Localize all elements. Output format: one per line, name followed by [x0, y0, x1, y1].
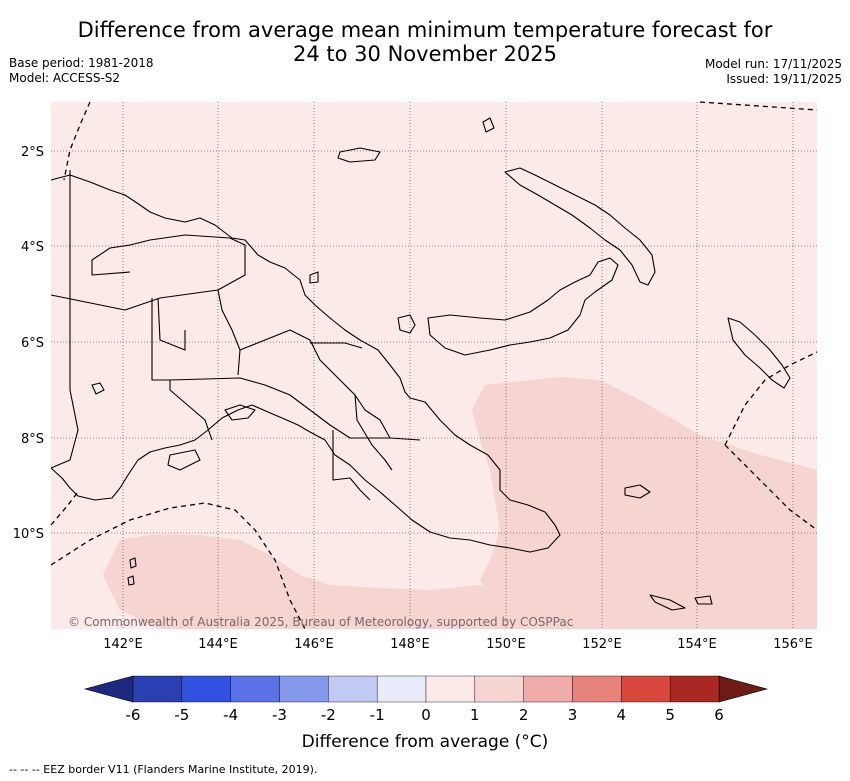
border-6	[310, 342, 363, 349]
base-period: Base period: 1981-2018	[9, 56, 154, 70]
meta-right: Model run: 17/11/2025 Issued: 19/11/2025	[705, 57, 842, 87]
colorbar-segment	[523, 675, 573, 703]
lat-label-4s: 4°S	[21, 240, 44, 255]
colorbar-segment	[230, 675, 280, 703]
island-c	[482, 117, 495, 133]
colorbar-segment	[572, 675, 622, 703]
border-9	[157, 297, 186, 351]
colorbar: -6 -5 -4 -3 -2 -1 0 1 2 3 4 5 6	[83, 675, 769, 724]
border-10	[50, 170, 79, 469]
colorbar-segment	[474, 675, 524, 703]
colorbar-segment	[328, 675, 378, 703]
lon-label-148e: 148°E	[390, 637, 430, 652]
colorbar-segment	[132, 675, 183, 703]
island-e	[167, 449, 201, 471]
colorbar-tick-label: 3	[568, 706, 578, 724]
island-b	[309, 271, 319, 284]
island-d	[224, 404, 256, 421]
border-4	[217, 289, 241, 376]
manus-island	[337, 147, 381, 163]
border-3	[169, 377, 421, 441]
lon-label-144e: 144°E	[198, 637, 238, 652]
colorbar-tick-label: -4	[223, 706, 238, 724]
colorbar-tick-label: 0	[421, 706, 431, 724]
lat-label-6s: 6°S	[21, 336, 44, 351]
lat-label-10s: 10°S	[13, 527, 44, 542]
title-line-1: Difference from average mean minimum tem…	[77, 18, 773, 42]
new-ireland-coast	[504, 167, 656, 286]
colorbar-tick-label: 6	[714, 706, 724, 724]
islands-f	[127, 557, 137, 586]
lon-label-146e: 146°E	[294, 637, 334, 652]
border-1	[50, 234, 246, 311]
colorbar-tick-label: -2	[321, 706, 336, 724]
colorbar-segment	[181, 675, 231, 703]
chart-title: Difference from average mean minimum tem…	[0, 18, 850, 66]
graticule	[51, 102, 817, 629]
meta-left: Base period: 1981-2018 Model: ACCESS-S2	[9, 56, 154, 86]
colorbar-tick-label: 1	[470, 706, 480, 724]
model-name: Model: ACCESS-S2	[9, 71, 121, 85]
colorbar-segment	[376, 675, 427, 703]
island-g	[91, 382, 105, 395]
colorbar-segment	[669, 675, 720, 703]
lon-label-156e: 156°E	[773, 637, 813, 652]
model-run: Model run: 17/11/2025	[704, 57, 842, 71]
colorbar-tick-label: 5	[665, 706, 675, 724]
new-britain-coast	[427, 257, 619, 356]
colorbar-extend-low	[83, 675, 134, 703]
title-line-2: 24 to 30 November 2025	[293, 42, 557, 66]
colorbar-tick-label: 4	[617, 706, 627, 724]
coastlines	[50, 117, 791, 611]
anomaly-region-east	[472, 377, 817, 629]
issued-date: Issued: 19/11/2025	[726, 72, 842, 86]
colorbar-label: Difference from average (°C)	[301, 732, 549, 752]
lon-label-142e: 142°E	[103, 637, 143, 652]
new-guinea-coast	[50, 174, 561, 553]
border-7	[332, 430, 371, 501]
colorbar-extend-high	[718, 675, 769, 703]
lat-labels: 2°S 4°S 6°S 8°S 10°S	[13, 145, 44, 542]
border-8	[354, 394, 393, 471]
colorbar-segment	[279, 675, 329, 703]
colorbar-segment	[621, 675, 671, 703]
se-islands	[624, 484, 713, 611]
lon-labels: 142°E 144°E 146°E 148°E 150°E 152°E 154°…	[103, 637, 813, 652]
colorbar-tick-label: 2	[519, 706, 529, 724]
eez-borders	[50, 101, 818, 630]
lat-label-2s: 2°S	[21, 145, 44, 160]
lon-label-150e: 150°E	[486, 637, 526, 652]
lon-label-154e: 154°E	[677, 637, 717, 652]
border-5	[239, 329, 391, 439]
colorbar-tick-label: -5	[174, 706, 189, 724]
copyright-notice: © Commonwealth of Australia 2025, Bureau…	[68, 615, 573, 629]
border-2	[151, 298, 213, 441]
bougainville-coast	[727, 317, 791, 389]
lon-label-152e: 152°E	[582, 637, 622, 652]
colorbar-tick-label: -3	[272, 706, 287, 724]
island-a	[397, 314, 416, 334]
anomaly-region-south	[103, 535, 500, 629]
colorbar-tick-label: -6	[126, 706, 141, 724]
lat-label-8s: 8°S	[21, 432, 44, 447]
eez-footnote: -- -- -- EEZ border V11 (Flanders Marine…	[9, 763, 318, 776]
colorbar-segment	[425, 675, 476, 703]
colorbar-tick-label: -1	[370, 706, 385, 724]
